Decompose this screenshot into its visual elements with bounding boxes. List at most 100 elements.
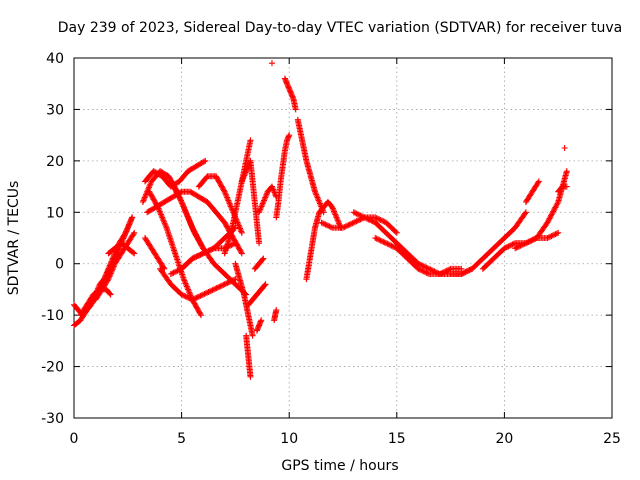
data-point <box>522 209 529 216</box>
data-point <box>189 224 196 231</box>
data-point <box>368 217 375 224</box>
data-point <box>384 240 391 247</box>
data-point <box>418 262 425 268</box>
data-point <box>513 244 520 251</box>
data-point <box>173 268 180 275</box>
data-point <box>104 268 111 275</box>
data-point <box>106 273 113 280</box>
data-point <box>204 248 211 255</box>
data-point <box>552 204 559 211</box>
data-point <box>194 305 201 312</box>
data-point <box>208 246 215 253</box>
data-point <box>509 241 516 248</box>
data-series <box>268 60 275 67</box>
data-point <box>175 192 182 199</box>
data-point <box>341 224 348 231</box>
data-point <box>551 205 558 212</box>
data-point <box>415 260 422 267</box>
data-series <box>178 224 239 272</box>
data-point <box>230 235 237 241</box>
plot-border <box>73 57 613 419</box>
data-series <box>273 132 293 221</box>
data-point <box>505 243 512 250</box>
data-point <box>196 252 203 259</box>
data-point <box>419 262 426 269</box>
data-point <box>373 215 380 222</box>
data-point <box>360 213 367 220</box>
data-point <box>326 223 333 230</box>
data-point <box>206 288 213 295</box>
data-point <box>258 317 265 324</box>
data-series <box>142 235 168 272</box>
data-point <box>214 284 221 291</box>
data-point <box>259 256 266 263</box>
data-point <box>170 183 177 190</box>
data-point <box>547 214 554 221</box>
data-point <box>392 228 399 235</box>
data-point <box>380 218 387 225</box>
data-point <box>111 251 118 258</box>
data-point <box>177 196 184 203</box>
data-point <box>180 204 187 211</box>
data-point <box>201 249 208 256</box>
data-point <box>364 215 371 222</box>
data-series <box>281 75 299 113</box>
data-point <box>388 242 395 249</box>
data-point <box>179 201 186 208</box>
data-point <box>514 244 521 250</box>
data-point <box>200 291 207 298</box>
data-point <box>222 220 229 227</box>
data-point <box>197 241 204 248</box>
data-point <box>200 250 207 257</box>
data-point <box>181 206 188 213</box>
data-point <box>236 246 243 253</box>
data-point <box>319 220 326 227</box>
data-point <box>198 242 205 249</box>
data-point <box>219 184 226 191</box>
data-point <box>532 235 539 242</box>
data-point <box>213 174 220 181</box>
y-tick-label: 20 <box>46 154 64 170</box>
data-point <box>185 214 192 221</box>
data-point <box>167 178 174 185</box>
data-point <box>110 254 117 261</box>
data-point <box>504 244 511 250</box>
data-point <box>188 221 195 228</box>
chart-title: Day 239 of 2023, Sidereal Day-to-day VTE… <box>58 20 622 36</box>
data-point <box>354 217 361 224</box>
plot-frame <box>73 57 613 419</box>
data-point <box>197 312 204 319</box>
y-tick-label: -30 <box>41 411 64 427</box>
data-point <box>182 209 189 215</box>
data-point <box>212 285 219 292</box>
data-point <box>220 186 227 193</box>
data-series <box>243 332 254 380</box>
data-point <box>126 221 133 228</box>
data-point <box>165 173 172 180</box>
data-point <box>549 209 556 216</box>
data-point <box>545 216 552 223</box>
data-point <box>547 233 554 240</box>
data-point <box>443 267 450 274</box>
data-point <box>205 247 212 254</box>
data-point <box>551 231 558 238</box>
data-point <box>175 267 182 274</box>
data-point <box>522 240 529 247</box>
data-point <box>550 207 557 214</box>
data-point <box>152 199 159 205</box>
data-point <box>462 269 469 276</box>
data-point <box>129 214 136 221</box>
data-point <box>204 289 211 296</box>
data-point <box>196 293 203 300</box>
data-point <box>152 200 159 207</box>
data-point <box>213 173 220 180</box>
data-point <box>518 242 525 249</box>
data-point <box>179 292 186 299</box>
data-point <box>220 187 227 194</box>
data-point <box>323 222 330 229</box>
data-point <box>357 212 364 219</box>
data-point <box>422 263 429 270</box>
data-point <box>209 287 216 294</box>
data-series <box>479 168 570 272</box>
y-tick-label: -20 <box>41 360 64 376</box>
